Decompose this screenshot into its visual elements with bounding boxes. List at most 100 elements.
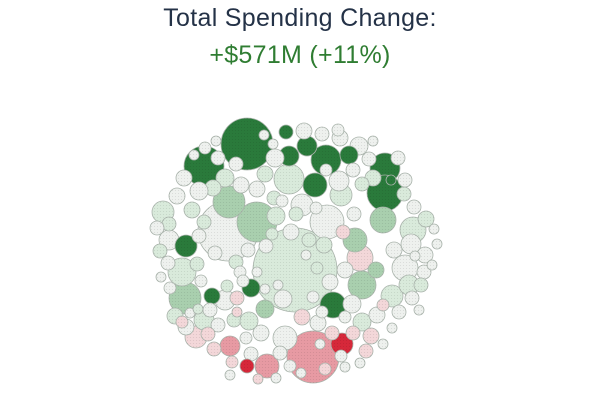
spending-bubble[interactable] <box>302 172 328 198</box>
spending-bubble[interactable] <box>406 199 422 215</box>
spending-bubble[interactable] <box>397 172 413 188</box>
spending-bubble[interactable] <box>191 228 207 244</box>
spending-bubble[interactable] <box>416 246 434 264</box>
spending-bubble[interactable] <box>328 170 350 192</box>
spending-bubble[interactable] <box>220 279 234 293</box>
spending-bubble[interactable] <box>232 176 250 194</box>
spending-bubble[interactable] <box>215 168 235 188</box>
spending-bubble[interactable] <box>293 308 311 326</box>
spending-bubble[interactable] <box>404 290 420 306</box>
spending-bubble[interactable] <box>152 243 168 259</box>
spending-bubble[interactable] <box>354 176 370 192</box>
spending-bubble[interactable] <box>314 126 330 142</box>
spending-bubble[interactable] <box>324 325 340 341</box>
spending-bubble[interactable] <box>342 294 362 314</box>
spending-bubble[interactable] <box>210 317 226 333</box>
spending-bubble[interactable] <box>400 233 422 255</box>
spending-bubble[interactable] <box>273 289 293 309</box>
spending-bubble[interactable] <box>354 357 366 369</box>
spending-bubble[interactable] <box>189 256 205 272</box>
spending-bubble[interactable] <box>161 216 177 232</box>
spending-bubble[interactable] <box>301 232 317 248</box>
spending-bubble[interactable] <box>310 261 324 275</box>
spending-bubble[interactable] <box>361 151 377 167</box>
spending-bubble[interactable] <box>228 156 244 172</box>
spending-bubble[interactable] <box>296 135 318 157</box>
spending-bubble[interactable] <box>396 186 412 202</box>
spending-bubble[interactable] <box>224 369 236 381</box>
spending-bubble[interactable] <box>149 220 165 236</box>
spending-bubble[interactable] <box>259 283 271 295</box>
spending-bubble[interactable] <box>239 311 259 331</box>
spending-bubble[interactable] <box>391 254 419 282</box>
spending-bubble[interactable] <box>252 373 264 385</box>
spending-bubble[interactable] <box>345 162 361 178</box>
spending-bubble[interactable] <box>295 122 313 140</box>
spending-bubble[interactable] <box>236 274 250 288</box>
spending-bubble[interactable] <box>189 181 209 201</box>
spending-bubble[interactable] <box>367 135 379 147</box>
spending-bubble[interactable] <box>272 279 284 291</box>
spending-bubble[interactable] <box>300 249 312 261</box>
spending-bubble[interactable] <box>258 129 270 141</box>
spending-bubble[interactable] <box>272 325 298 351</box>
spending-bubble[interactable] <box>174 234 198 258</box>
spending-bubble[interactable] <box>184 307 196 319</box>
spending-bubble[interactable] <box>210 135 222 147</box>
spending-bubble[interactable] <box>266 206 286 226</box>
spending-bubble[interactable] <box>283 359 297 373</box>
spending-bubble[interactable] <box>309 201 323 215</box>
spending-bubble[interactable] <box>334 349 348 363</box>
spending-bubble[interactable] <box>163 281 177 295</box>
spending-bubble[interactable] <box>295 367 307 379</box>
spending-bubble[interactable] <box>225 355 239 369</box>
spending-bubble[interactable] <box>256 165 274 183</box>
spending-bubble[interactable] <box>386 322 398 334</box>
spending-bubble[interactable] <box>207 245 223 261</box>
spending-bubble[interactable] <box>309 314 327 332</box>
spending-bubble[interactable] <box>428 223 440 235</box>
spending-bubble[interactable] <box>272 345 288 361</box>
spending-bubble[interactable] <box>413 277 429 293</box>
spending-bubble[interactable] <box>409 250 421 262</box>
spending-bubble[interactable] <box>377 338 389 350</box>
spending-bubble[interactable] <box>254 353 280 379</box>
spending-bubble[interactable] <box>206 341 222 357</box>
spending-bubble[interactable] <box>240 242 256 258</box>
spending-bubble[interactable] <box>413 304 425 316</box>
spending-bubble[interactable] <box>200 326 216 342</box>
spending-bubble[interactable] <box>426 259 438 271</box>
spending-bubble[interactable] <box>188 149 200 161</box>
spending-bubble[interactable] <box>288 206 304 222</box>
spending-bubble[interactable] <box>194 274 208 288</box>
spending-bubble[interactable] <box>318 362 332 376</box>
spending-bubble[interactable] <box>367 261 385 279</box>
spending-bubble[interactable] <box>248 180 266 198</box>
spending-bubble[interactable] <box>342 227 368 253</box>
spending-bubble[interactable] <box>358 343 374 359</box>
spending-bubble[interactable] <box>315 305 329 319</box>
spending-bubble[interactable] <box>204 179 222 197</box>
spending-bubble[interactable] <box>183 201 201 219</box>
spending-bubble[interactable] <box>273 163 305 195</box>
spending-bubble[interactable] <box>390 150 406 166</box>
spending-bubble[interactable] <box>385 241 403 259</box>
spending-bubble[interactable] <box>369 206 397 234</box>
spending-bubble[interactable] <box>239 331 253 345</box>
spending-bubble[interactable] <box>265 227 279 241</box>
spending-bubble[interactable] <box>252 227 338 313</box>
spending-bubble[interactable] <box>175 315 189 329</box>
spending-bubble[interactable] <box>168 187 186 205</box>
spending-bubble[interactable] <box>339 361 351 373</box>
spending-bubble[interactable] <box>192 303 204 315</box>
spending-bubble[interactable] <box>282 223 300 241</box>
spending-bubble[interactable] <box>376 298 390 312</box>
spending-bubble[interactable] <box>243 346 259 362</box>
spending-bubble[interactable] <box>315 236 333 254</box>
spending-bubble[interactable] <box>339 145 359 165</box>
spending-bubble[interactable] <box>265 148 285 168</box>
spending-bubble[interactable] <box>417 210 435 228</box>
spending-bubble[interactable] <box>310 144 342 176</box>
spending-bubble[interactable] <box>278 124 294 140</box>
spending-bubble[interactable] <box>385 174 397 186</box>
